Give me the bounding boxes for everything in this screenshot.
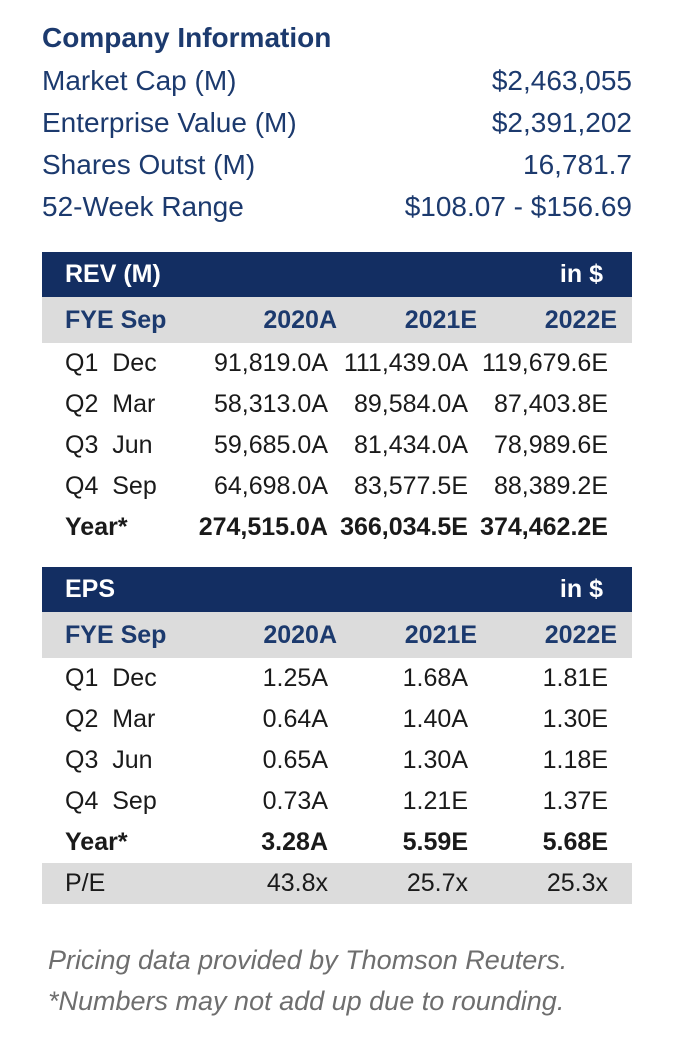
pe-label: P/E [65, 869, 106, 897]
market-cap-value: $2,463,055 [491, 65, 632, 96]
eps-q2-2020: 0.64A [262, 705, 328, 733]
rev-row-q2: Q2 Mar 58,313.0A 89,584.0A 87,403.8E [42, 384, 632, 425]
eps-q4-2022: 1.37E [542, 787, 608, 815]
eps-row-q1: Q1 Dec 1.25A 1.68A 1.81E [42, 658, 632, 699]
rev-q4-2021: 83,577.5E [354, 472, 468, 500]
eps-row-q3: Q3 Jun 0.65A 1.30A 1.18E [42, 740, 632, 781]
eps-q2-label: Q2 Mar [65, 705, 156, 733]
rev-q2-label: Q2 Mar [65, 390, 156, 418]
rev-q4-label: Q4 Sep [65, 472, 157, 500]
pe-2022: 25.3x [546, 869, 608, 897]
rev-row-year-total: Year* 274,515.0A 366,034.5E 374,462.2E [42, 507, 632, 548]
rev-q2-2022: 87,403.8E [494, 390, 608, 418]
eps-col-2020: 2020A [263, 620, 337, 649]
company-info-row-52-week-range: 52-Week Range $108.07 - $156.69 [42, 186, 632, 228]
rev-col-2020: 2020A [263, 305, 337, 334]
company-info-section: Company Information Market Cap (M) $2,46… [42, 16, 632, 228]
rev-q3-2020: 59,685.0A [214, 431, 328, 459]
market-cap-label: Market Cap (M) [42, 65, 237, 96]
eps-q3-2022: 1.18E [542, 746, 608, 774]
eps-q2-2022: 1.30E [542, 705, 608, 733]
eps-table-unit: in $ [559, 575, 603, 603]
rev-row-q1: Q1 Dec 91,819.0A 111,439.0A 119,679.6E [42, 343, 632, 384]
enterprise-value-label: Enterprise Value (M) [42, 107, 297, 138]
eps-table: EPS in $ FYE Sep 2020A 2021E 2022E Q1 De… [42, 567, 632, 904]
rev-q1-2020: 91,819.0A [214, 349, 328, 377]
rev-year-2022: 374,462.2E [480, 513, 608, 541]
shares-outst-value: 16,781.7 [523, 149, 632, 180]
rev-q4-2022: 88,389.2E [494, 472, 608, 500]
eps-year-2021: 5.59E [402, 828, 468, 856]
eps-year-2020: 3.28A [261, 828, 328, 856]
eps-q4-label: Q4 Sep [65, 787, 157, 815]
company-info-row-market-cap: Market Cap (M) $2,463,055 [42, 60, 632, 102]
eps-q1-2022: 1.81E [542, 664, 608, 692]
rev-q4-2020: 64,698.0A [214, 472, 328, 500]
rev-fye-label: FYE Sep [65, 305, 167, 334]
rev-year-label: Year* [65, 513, 128, 541]
week-range-label: 52-Week Range [42, 191, 244, 222]
shares-outst-label: Shares Outst (M) [42, 149, 256, 180]
eps-table-header: EPS in $ [42, 567, 632, 612]
rev-table: REV (M) in $ FYE Sep 2020A 2021E 2022E Q… [42, 252, 632, 548]
rev-q1-label: Q1 Dec [65, 349, 157, 377]
eps-q3-2021: 1.30A [402, 746, 468, 774]
eps-q2-2021: 1.40A [402, 705, 468, 733]
rev-table-header: REV (M) in $ [42, 252, 632, 297]
eps-fye-label: FYE Sep [65, 620, 167, 649]
pe-2021: 25.7x [406, 869, 468, 897]
week-range-value: $108.07 - $156.69 [404, 191, 632, 222]
eps-row-q2: Q2 Mar 0.64A 1.40A 1.30E [42, 699, 632, 740]
eps-table-title: EPS [65, 575, 116, 603]
rev-year-2020: 274,515.0A [198, 513, 328, 541]
company-info-title: Company Information [42, 22, 332, 53]
eps-row-pe: P/E 43.8x 25.7x 25.3x [42, 863, 632, 904]
eps-col-2021: 2021E [404, 620, 477, 649]
rev-q2-2021: 89,584.0A [354, 390, 468, 418]
eps-table-column-header: FYE Sep 2020A 2021E 2022E [42, 612, 632, 658]
eps-year-2022: 5.68E [542, 828, 608, 856]
eps-row-year-total: Year* 3.28A 5.59E 5.68E [42, 822, 632, 863]
rev-q3-2022: 78,989.6E [494, 431, 608, 459]
rev-col-2022: 2022E [544, 305, 617, 334]
factsheet-page: Company Information Market Cap (M) $2,46… [42, 16, 632, 1022]
eps-q1-2020: 1.25A [262, 664, 328, 692]
rev-q1-2022: 119,679.6E [481, 349, 608, 377]
eps-q4-2020: 0.73A [262, 787, 328, 815]
eps-q3-2020: 0.65A [262, 746, 328, 774]
rev-col-2021: 2021E [404, 305, 477, 334]
company-info-row-shares-outst: Shares Outst (M) 16,781.7 [42, 144, 632, 186]
rev-table-title: REV (M) [65, 260, 161, 288]
company-info-row-enterprise-value: Enterprise Value (M) $2,391,202 [42, 102, 632, 144]
rev-q3-label: Q3 Jun [65, 431, 153, 459]
rev-year-2021: 366,034.5E [340, 513, 468, 541]
rev-q2-2020: 58,313.0A [214, 390, 328, 418]
rev-row-q3: Q3 Jun 59,685.0A 81,434.0A 78,989.6E [42, 425, 632, 466]
rev-table-column-header: FYE Sep 2020A 2021E 2022E [42, 297, 632, 343]
rounding-footnote: *Numbers may not add up due to rounding. [48, 986, 565, 1016]
enterprise-value-value: $2,391,202 [491, 107, 632, 138]
rev-q1-2021: 111,439.0A [343, 349, 468, 377]
eps-q4-2021: 1.21E [402, 787, 468, 815]
eps-col-2022: 2022E [544, 620, 617, 649]
pe-2020: 43.8x [266, 869, 328, 897]
rev-table-unit: in $ [559, 260, 603, 288]
rev-q3-2021: 81,434.0A [354, 431, 468, 459]
eps-row-q4: Q4 Sep 0.73A 1.21E 1.37E [42, 781, 632, 822]
footnotes-section: Pricing data provided by Thomson Reuters… [42, 940, 632, 1022]
eps-year-label: Year* [65, 828, 128, 856]
pricing-source-footnote: Pricing data provided by Thomson Reuters… [48, 945, 568, 975]
eps-q1-label: Q1 Dec [65, 664, 157, 692]
eps-q3-label: Q3 Jun [65, 746, 153, 774]
eps-q1-2021: 1.68A [402, 664, 468, 692]
rev-row-q4: Q4 Sep 64,698.0A 83,577.5E 88,389.2E [42, 466, 632, 507]
